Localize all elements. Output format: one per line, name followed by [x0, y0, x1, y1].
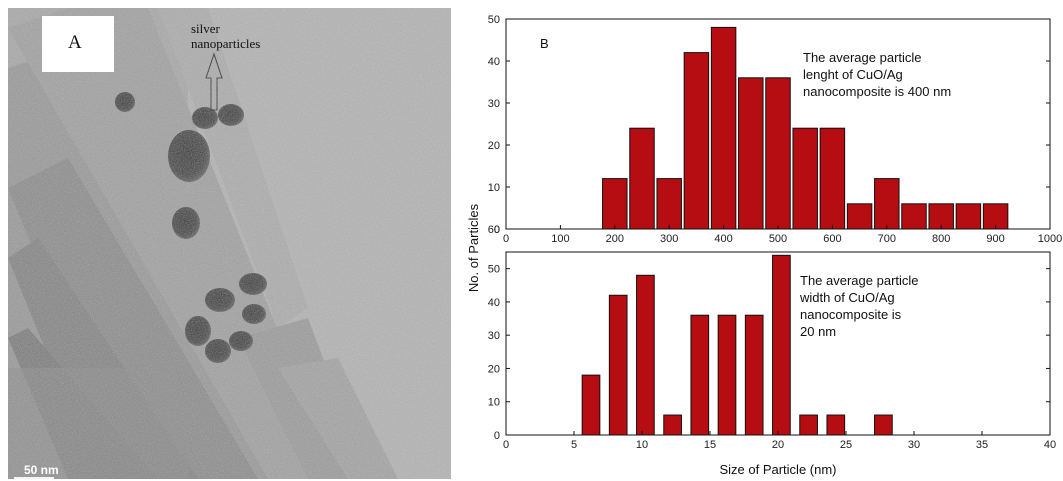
bar: [901, 203, 927, 230]
x-tick-label: 0: [503, 439, 509, 451]
bar: [846, 203, 873, 230]
y-tick-label: 40: [488, 56, 500, 68]
x-axis-title: Size of Particle (nm): [719, 462, 836, 477]
chart-annotation-line: lenght of CuO/Ag: [803, 67, 903, 82]
bar: [955, 203, 982, 230]
panel-a-label: A: [68, 32, 82, 53]
y-tick-label: 10: [488, 182, 500, 194]
y-axis-title: No. of Particles: [466, 203, 481, 292]
x-tick-label: 400: [714, 233, 732, 245]
x-tick-label: 20: [772, 439, 784, 451]
bar: [765, 77, 791, 230]
bar: [744, 314, 764, 436]
tem-micrograph: A silver nanoparticles 50 nm: [8, 8, 451, 479]
bar: [636, 274, 655, 436]
y-tick-label: 60: [488, 224, 500, 236]
panel-a-label-box: A: [42, 16, 114, 72]
x-tick-label: 30: [908, 439, 920, 451]
annotation-line: silver: [191, 21, 220, 36]
x-tick-label: 300: [660, 233, 678, 245]
x-tick-label: 1000: [1038, 233, 1062, 245]
y-tick-label: 0: [494, 430, 500, 442]
bar: [581, 374, 601, 436]
bar: [629, 127, 655, 230]
silver-nanoparticles-annotation: silver nanoparticles: [191, 21, 260, 51]
chart-annotation-line: nanocomposite is: [800, 307, 902, 322]
bar: [819, 127, 846, 230]
bar: [602, 178, 628, 230]
x-tick-label: 40: [1044, 439, 1056, 451]
chart-annotation-line: nanocomposite is 400 nm: [803, 84, 951, 99]
bar: [772, 254, 791, 436]
y-tick-label: 20: [488, 140, 500, 152]
bar: [799, 414, 818, 436]
y-tick-label: 30: [488, 330, 500, 342]
y-tick-label: 30: [488, 98, 500, 110]
bar: [826, 414, 846, 436]
x-tick-label: 35: [976, 439, 988, 451]
x-tick-label: 800: [932, 233, 950, 245]
x-tick-label: 600: [823, 233, 841, 245]
y-tick-label: 0: [494, 224, 500, 236]
chart-annotation-line: The average particle: [800, 273, 919, 288]
y-tick-label: 40: [488, 297, 500, 309]
x-tick-label: 5: [571, 439, 577, 451]
bar: [683, 52, 710, 230]
width-histogram: 0 5 10 15 20 25 30 35 40 0 10 20 30 40 50 The average p…: [488, 251, 1056, 451]
bar: [874, 178, 900, 230]
x-tick-label: 10: [636, 439, 648, 451]
x-tick-label: 0: [503, 233, 509, 245]
y-tick-label: 10: [488, 397, 500, 409]
bar: [710, 26, 737, 230]
bar: [690, 314, 710, 436]
x-tick-label: 25: [840, 439, 852, 451]
chart-annotation-line: The average particle: [803, 50, 922, 65]
bar: [874, 414, 893, 436]
bar: [738, 77, 764, 230]
x-tick-label: 900: [986, 233, 1004, 245]
x-tick-label: 100: [551, 233, 569, 245]
x-tick-label: 200: [606, 233, 624, 245]
bar: [663, 414, 682, 436]
x-tick-label: 500: [769, 233, 787, 245]
x-tick-label: 700: [878, 233, 896, 245]
annotation-line: nanoparticles: [191, 36, 261, 51]
y-tick-label: 20: [488, 363, 500, 375]
scale-bar-label: 50 nm: [24, 463, 59, 477]
panel-b-label: B: [540, 36, 549, 51]
bar: [982, 203, 1009, 230]
x-tick-label: 15: [704, 439, 716, 451]
bar: [792, 127, 818, 230]
y-tick-label: 50: [488, 14, 500, 26]
length-histogram: 0 100 200 300 400 500 600 700 800 900 1000 0 10 20 30 4…: [488, 14, 1062, 245]
y-tick-label: 50: [488, 264, 500, 276]
bar: [608, 294, 628, 436]
bar: [717, 314, 737, 436]
chart-annotation-line: width of CuO/Ag: [799, 290, 895, 305]
bar: [656, 178, 682, 230]
chart-annotation-line: 20 nm: [800, 324, 836, 339]
